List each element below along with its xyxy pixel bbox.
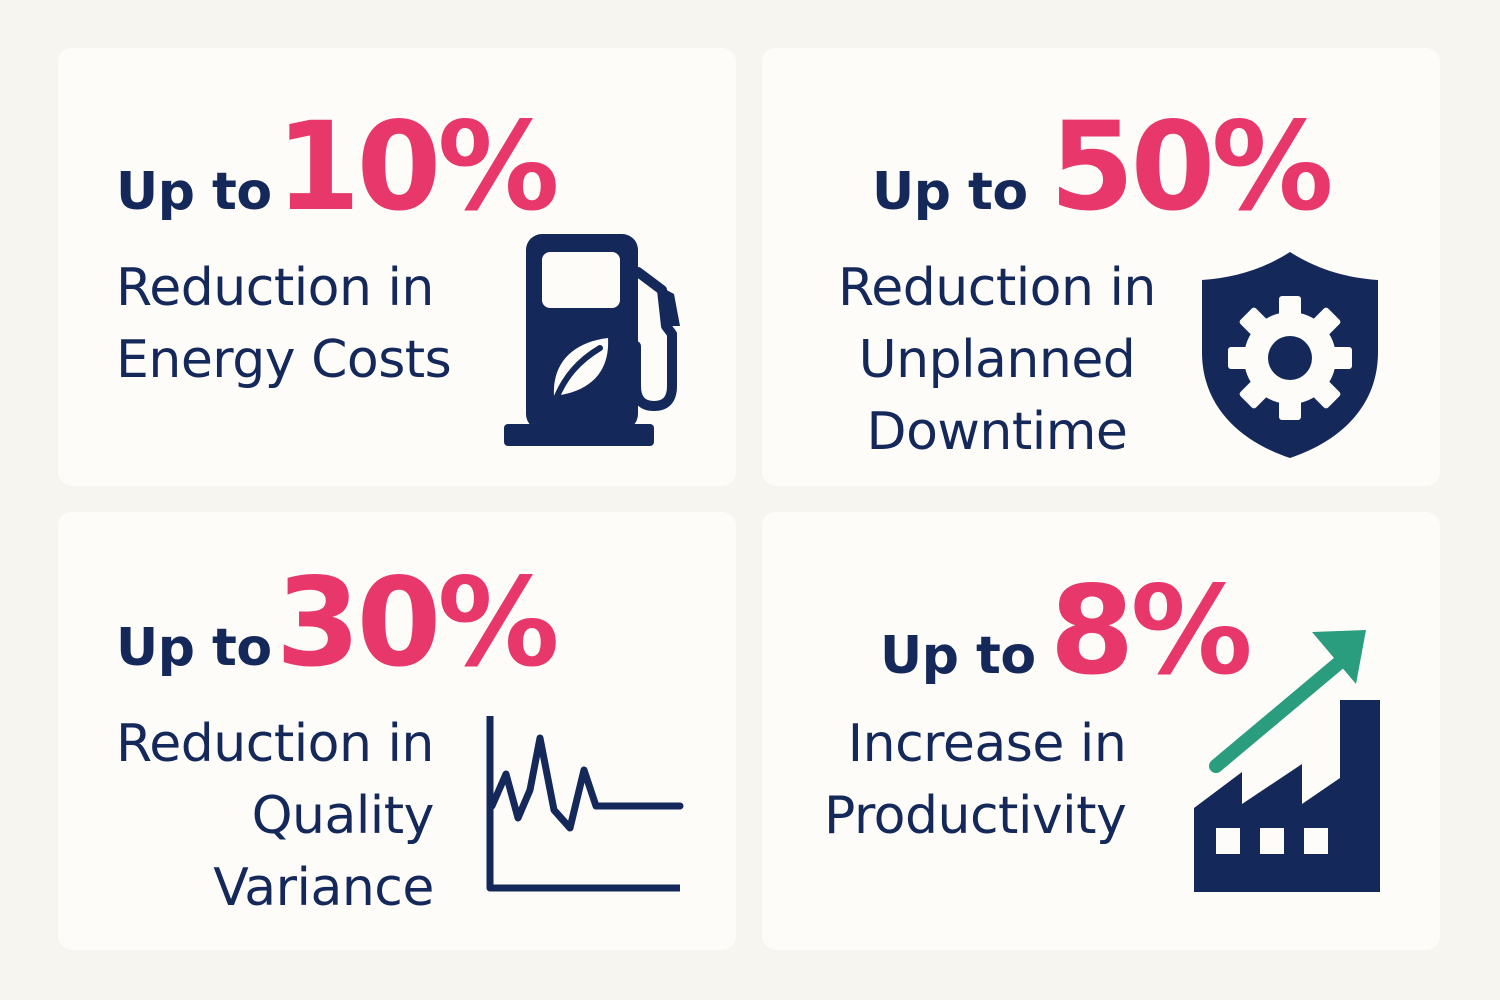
stat-prefix: Up to [116,162,272,222]
stat-description-line: Downtime [866,402,1128,462]
stat-headline: Up to 30% [116,552,560,694]
stat-value: 10% [275,96,560,238]
stat-value: 8% [1049,560,1253,702]
stat-prefix: Up to [116,618,272,678]
fuel-pump-leaf-icon [504,234,680,446]
stat-card-productivity: Up to 8% Increase in Productivity [762,512,1440,950]
factory-growth-arrow-icon [1194,630,1380,892]
stat-description-line: Reduction in [116,258,434,318]
stat-description-line: Energy Costs [116,330,452,390]
shield-gear-icon [1202,252,1378,458]
variance-line-chart-icon [486,716,684,892]
stat-card-unplanned-downtime: Up to 50% Reduction in Unplanned Downtim… [762,48,1440,486]
stat-prefix: Up to [880,626,1036,686]
stat-description: Reduction in Energy Costs [116,252,452,396]
stat-description-line: Variance [213,858,434,918]
stat-description: Reduction in Unplanned Downtime [838,252,1156,468]
stat-card-energy-costs: Up to 10% Reduction in Energy Costs [58,48,736,486]
stat-description-line: Productivity [824,786,1127,846]
stat-description: Reduction in Quality Variance [116,708,434,924]
stat-prefix: Up to [872,162,1028,222]
stat-value: 30% [275,552,560,694]
stat-description-line: Unplanned [858,330,1136,390]
stat-description-line: Quality [251,786,435,846]
stat-description-line: Reduction in [116,714,434,774]
stat-description: Increase in Productivity [824,708,1127,852]
stat-card-quality-variance: Up to 30% Reduction in Quality Variance [58,512,736,950]
stat-headline: Up to 10% [116,96,560,238]
stat-description-line: Reduction in [838,258,1156,318]
stat-value: 50% [1049,96,1334,238]
stat-description-line: Increase in [847,714,1127,774]
stat-headline: Up to 8% [880,560,1253,702]
stat-headline: Up to 50% [872,96,1334,238]
